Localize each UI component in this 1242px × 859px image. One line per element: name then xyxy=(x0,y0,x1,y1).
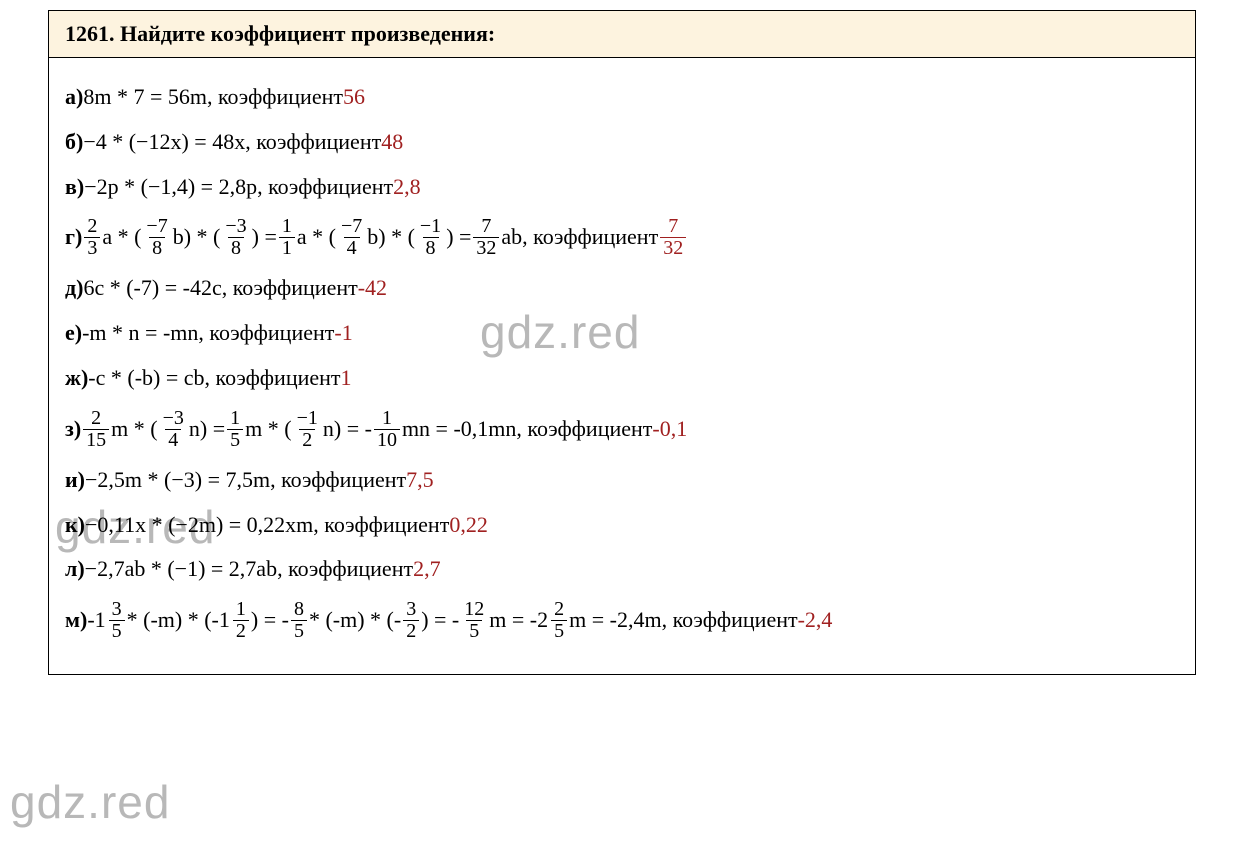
row-coef: 1 xyxy=(341,363,352,394)
row-label: ж) xyxy=(65,363,88,394)
fraction: 125 xyxy=(461,599,487,642)
row-coef: 0,22 xyxy=(449,510,488,541)
mixed-fraction: 1 12 xyxy=(219,599,251,642)
row-label: е) xyxy=(65,318,82,349)
text: ) = xyxy=(252,222,277,253)
row-label: а) xyxy=(65,82,83,113)
row-coef: 48 xyxy=(381,127,403,158)
row-l: л) −2,7ab * (−1) = 2,7ab, коэффициент 2,… xyxy=(65,554,1179,585)
fraction: 23 xyxy=(84,216,100,259)
problem-box: 1261. Найдите коэффициент произведения: … xyxy=(48,10,1196,675)
row-coef: 7,5 xyxy=(406,465,434,496)
row-label: д) xyxy=(65,273,83,304)
text: m = -2,4m, коэффициент xyxy=(569,605,797,636)
problem-body: а) 8m * 7 = 56m, коэффициент 56 б) −4 * … xyxy=(49,58,1195,674)
fraction: −18 xyxy=(417,216,444,259)
row-label: к) xyxy=(65,510,85,541)
fraction: −38 xyxy=(222,216,249,259)
row-v: в) −2p * (−1,4) = 2,8p, коэффициент 2,8 xyxy=(65,172,1179,203)
fraction: 732 xyxy=(473,216,499,259)
row-label: г) xyxy=(65,222,82,253)
watermark: gdz.red xyxy=(10,775,170,829)
row-expr: 8m * 7 = 56m, коэффициент xyxy=(83,82,343,113)
fraction: 32 xyxy=(403,599,419,642)
fraction: 11 xyxy=(279,216,295,259)
text: - xyxy=(87,605,94,636)
text: ab, коэффициент xyxy=(501,222,658,253)
row-expr: −4 * (−12x) = 48x, коэффициент xyxy=(83,127,381,158)
row-label: м) xyxy=(65,605,87,636)
text: m * ( xyxy=(245,414,291,445)
text: a * ( xyxy=(297,222,336,253)
fraction: 110 xyxy=(374,408,400,451)
text: mn = -0,1mn, коэффициент xyxy=(402,414,652,445)
text: n) = xyxy=(189,414,225,445)
fraction: −12 xyxy=(294,408,321,451)
fraction: 15 xyxy=(227,408,243,451)
row-expr: −2,7ab * (−1) = 2,7ab, коэффициент xyxy=(85,554,413,585)
row-label: з) xyxy=(65,414,81,445)
row-coef: -42 xyxy=(358,273,387,304)
row-expr: -c * (-b) = cb, коэффициент xyxy=(88,363,340,394)
row-b: б) −4 * (−12x) = 48x, коэффициент 48 xyxy=(65,127,1179,158)
text: b) * ( xyxy=(367,222,415,253)
row-d: д) 6c * (-7) = -42c, коэффициент -42 xyxy=(65,273,1179,304)
row-coef: 56 xyxy=(343,82,365,113)
row-g: г) 23 a * ( −78 b) * ( −38 ) = 11 a * ( … xyxy=(65,216,1179,259)
text: ) = - xyxy=(421,605,459,636)
row-coef: -2,4 xyxy=(798,605,833,636)
row-expr: −0,11x * (−2m) = 0,22xm, коэффициент xyxy=(85,510,449,541)
text: ) = - xyxy=(251,605,289,636)
text: * (-m) * (- xyxy=(309,605,401,636)
row-k: к) −0,11x * (−2m) = 0,22xm, коэффициент … xyxy=(65,510,1179,541)
row-expr: 6c * (-7) = -42c, коэффициент xyxy=(83,273,357,304)
row-expr: −2,5m * (−3) = 7,5m, коэффициент xyxy=(85,465,406,496)
row-label: б) xyxy=(65,127,83,158)
row-expr: -m * n = -mn, коэффициент xyxy=(82,318,334,349)
text: ) = xyxy=(446,222,471,253)
row-coef: 2,7 xyxy=(413,554,441,585)
row-label: и) xyxy=(65,465,85,496)
row-e: е) -m * n = -mn, коэффициент -1 xyxy=(65,318,1179,349)
text: m * ( xyxy=(111,414,157,445)
row-m: м) - 1 35 * (-m) * (- 1 12 ) = - 85 * (-… xyxy=(65,599,1179,642)
text: * (-m) * (- xyxy=(127,605,219,636)
fraction: 215 xyxy=(83,408,109,451)
row-coef: -0,1 xyxy=(652,414,687,445)
row-coef: -1 xyxy=(334,318,352,349)
row-i: и) −2,5m * (−3) = 7,5m, коэффициент 7,5 xyxy=(65,465,1179,496)
row-label: л) xyxy=(65,554,85,585)
row-coef: 2,8 xyxy=(393,172,421,203)
row-expr: −2p * (−1,4) = 2,8p, коэффициент xyxy=(84,172,393,203)
text: n) = - xyxy=(323,414,372,445)
row-zh: ж) -c * (-b) = cb, коэффициент 1 xyxy=(65,363,1179,394)
row-a: а) 8m * 7 = 56m, коэффициент 56 xyxy=(65,82,1179,113)
row-z: з) 215 m * ( −34 n) = 15 m * ( −12 n) = … xyxy=(65,408,1179,451)
fraction: −34 xyxy=(160,408,187,451)
mixed-fraction: 2 25 xyxy=(537,599,569,642)
fraction: 85 xyxy=(291,599,307,642)
row-coef: 732 xyxy=(660,216,686,259)
fraction: −74 xyxy=(338,216,365,259)
text: m = - xyxy=(489,605,537,636)
text: b) * ( xyxy=(173,222,221,253)
mixed-fraction: 1 35 xyxy=(95,599,127,642)
text: a * ( xyxy=(102,222,141,253)
row-label: в) xyxy=(65,172,84,203)
fraction: −78 xyxy=(143,216,170,259)
problem-header: 1261. Найдите коэффициент произведения: xyxy=(49,11,1195,58)
